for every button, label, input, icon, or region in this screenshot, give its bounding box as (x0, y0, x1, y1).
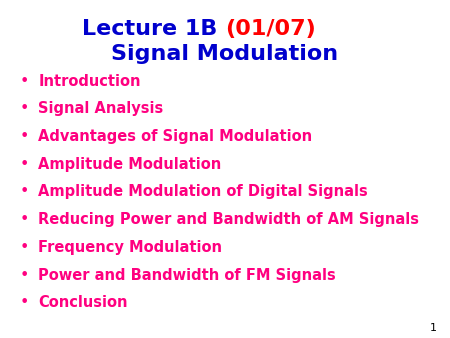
Text: Lecture 1B: Lecture 1B (82, 19, 225, 39)
Text: •: • (20, 129, 29, 144)
Text: •: • (20, 295, 29, 310)
Text: Amplitude Modulation: Amplitude Modulation (38, 157, 221, 172)
Text: •: • (20, 268, 29, 283)
Text: Conclusion: Conclusion (38, 295, 128, 310)
Text: (01/07): (01/07) (225, 19, 316, 39)
Text: Advantages of Signal Modulation: Advantages of Signal Modulation (38, 129, 312, 144)
Text: Signal Modulation: Signal Modulation (112, 44, 338, 64)
Text: Introduction: Introduction (38, 74, 141, 89)
Text: •: • (20, 240, 29, 255)
Text: •: • (20, 185, 29, 199)
Text: Power and Bandwidth of FM Signals: Power and Bandwidth of FM Signals (38, 268, 336, 283)
Text: Amplitude Modulation of Digital Signals: Amplitude Modulation of Digital Signals (38, 185, 368, 199)
Text: •: • (20, 74, 29, 89)
Text: 1: 1 (429, 323, 436, 333)
Text: Reducing Power and Bandwidth of AM Signals: Reducing Power and Bandwidth of AM Signa… (38, 212, 419, 227)
Text: •: • (20, 101, 29, 116)
Text: •: • (20, 157, 29, 172)
Text: Signal Analysis: Signal Analysis (38, 101, 163, 116)
Text: •: • (20, 212, 29, 227)
Text: Frequency Modulation: Frequency Modulation (38, 240, 222, 255)
